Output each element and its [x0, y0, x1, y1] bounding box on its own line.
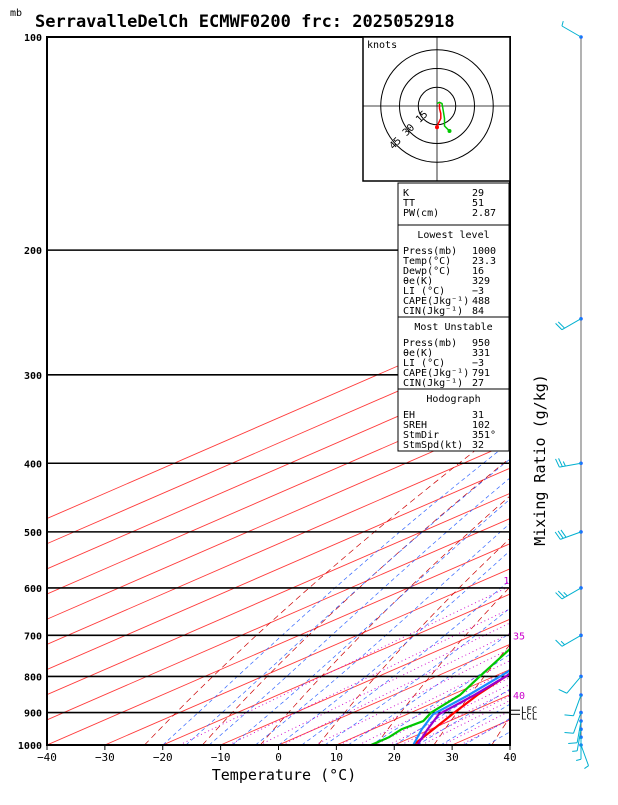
- wind-barb-feather: [556, 459, 560, 467]
- pressure-tick-label: 600: [24, 584, 42, 595]
- wind-barb-staff: [562, 26, 581, 37]
- mixing-ratio-line: [422, 588, 618, 745]
- wind-barb-feather: [564, 592, 568, 596]
- pressure-unit-label: mb: [10, 8, 22, 19]
- mixing-ratio-line: [460, 588, 618, 745]
- isotherm-line: [0, 37, 618, 745]
- temperature-tick-label: 20: [388, 751, 401, 764]
- temperature-tick-label: −20: [153, 751, 173, 764]
- isotherm-value-label: 40: [513, 691, 525, 702]
- moist-adiabat: [510, 250, 618, 745]
- wind-barb-staff: [559, 463, 581, 467]
- section-heading: Lowest level: [417, 230, 489, 241]
- section-heading: Hodograph: [426, 394, 480, 405]
- dry-adiabat: [550, 37, 618, 745]
- wind-barb-staff: [581, 745, 589, 766]
- pressure-tick-label: 400: [24, 459, 42, 470]
- temperature-tick-label: 10: [330, 751, 343, 764]
- wind-barb-feather: [576, 759, 581, 760]
- hodograph-title: knots: [367, 40, 397, 51]
- mixing-ratio-label: 1: [503, 576, 509, 587]
- isotherm-line: [0, 37, 618, 745]
- index-label: StmSpd(kt): [403, 440, 463, 451]
- pressure-tick-label: 500: [24, 528, 42, 539]
- isotherm-line: [0, 37, 618, 745]
- pressure-tick-label: 100: [24, 33, 42, 44]
- wind-barb-feather: [565, 715, 574, 716]
- wind-barb-staff: [562, 319, 581, 330]
- wind-barb-feather: [559, 458, 563, 466]
- isotherm-value-label: 35: [513, 631, 525, 642]
- x-axis-title: Temperature (°C): [212, 766, 357, 784]
- hodograph-mean-point: [435, 125, 439, 129]
- pressure-tick-label: 700: [24, 631, 42, 642]
- wind-barb-feather: [565, 732, 574, 733]
- isotherm-line: [0, 37, 618, 745]
- wind-barb-feather: [562, 21, 563, 26]
- wind-barb-feather: [563, 461, 565, 466]
- index-value: 27: [472, 378, 484, 389]
- index-value: 32: [472, 440, 484, 451]
- wind-barb-feather: [568, 743, 577, 744]
- isotherm-line: [510, 37, 618, 745]
- lcl-label: LCL: [521, 712, 537, 722]
- chart-title: SerravalleDelCh ECMWF0200 frc: 202505291…: [35, 12, 455, 32]
- isotherm-line: [0, 37, 618, 745]
- index-value: 2.87: [472, 208, 496, 219]
- temperature-tick-label: 40: [503, 751, 516, 764]
- pressure-tick-label: 300: [24, 371, 42, 382]
- pressure-tick-label: 200: [24, 246, 42, 257]
- index-label: CIN(Jkg⁻¹): [403, 378, 463, 389]
- mixing-ratio-line: [315, 588, 618, 745]
- wind-barb-column: [555, 21, 588, 768]
- isotherm-line: [0, 37, 618, 745]
- mixing-ratio-title: Mixing Ratio (g/kg): [531, 374, 549, 546]
- wind-barb-feather: [556, 640, 562, 646]
- temperature-tick-label: 30: [446, 751, 459, 764]
- hodograph-frame: [363, 37, 510, 181]
- index-label: PW(cm): [403, 208, 439, 219]
- wind-barb-staff: [567, 676, 581, 693]
- wind-barb-staff: [562, 635, 581, 646]
- isotherm-line: [0, 37, 618, 745]
- temperature-tick-label: −30: [95, 751, 115, 764]
- index-value: 84: [472, 306, 484, 317]
- temperature-tick-label: −10: [211, 751, 231, 764]
- wind-barb-feather: [561, 641, 565, 645]
- isotherm-line: [0, 37, 618, 745]
- index-label: CIN(Jkg⁻¹): [403, 306, 463, 317]
- isotherm-line: [0, 37, 618, 745]
- hodograph-storm-point: [448, 129, 452, 133]
- mixing-ratio-line: [359, 588, 618, 745]
- wind-barb-feather: [559, 689, 567, 693]
- background-lines: [0, 37, 618, 745]
- pressure-tick-label: 800: [24, 672, 42, 683]
- dry-adiabat: [608, 37, 618, 745]
- mixing-ratio-line: [339, 588, 618, 745]
- pressure-tick-label: 900: [24, 709, 42, 720]
- mixing-ratio-labels: 1 35 40: [503, 576, 525, 702]
- temperature-tick-label: 0: [275, 751, 282, 764]
- temperature-tick-label: −40: [37, 751, 57, 764]
- section-heading: Most Unstable: [414, 322, 492, 333]
- wind-barb-feather: [584, 766, 588, 769]
